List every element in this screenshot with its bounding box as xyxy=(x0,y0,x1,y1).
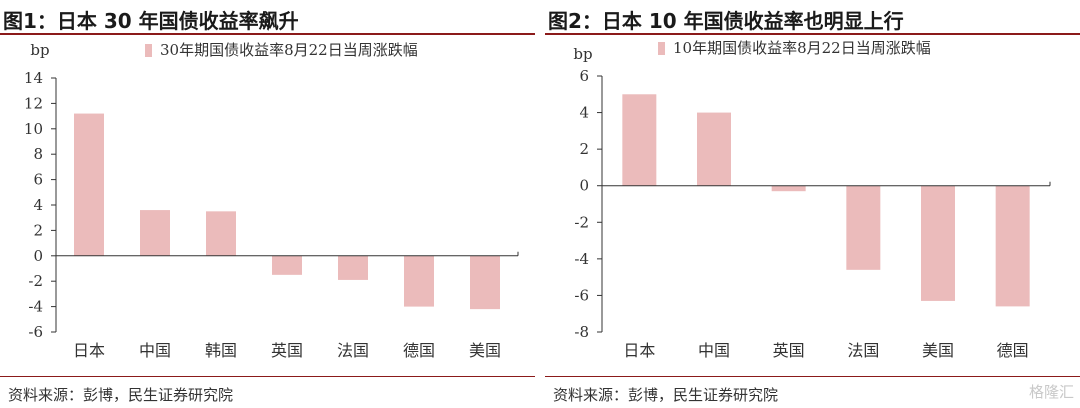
bar xyxy=(771,185,806,192)
source-rule xyxy=(0,376,535,377)
chart-panel-left: 图1：日本 30 年国债收益率飙升 bp 30年期国债收益率8月22日当周涨跌幅 -… xyxy=(0,0,535,408)
watermark-logo: 格隆汇 xyxy=(1028,383,1074,401)
bar xyxy=(470,255,500,310)
y-tick-label: -2 xyxy=(574,213,589,231)
x-tick-label: 韩国 xyxy=(205,341,237,360)
bar xyxy=(622,94,657,186)
source-note: 资料来源：彭博，民生证券研究院 xyxy=(8,386,234,404)
y-tick-label: 6 xyxy=(579,67,589,85)
bar xyxy=(697,112,731,186)
y-tick-label: 2 xyxy=(579,140,589,158)
y-tick-label: -4 xyxy=(574,250,589,268)
y-tick-label: -4 xyxy=(28,298,43,316)
legend-label: 10年期国债收益率8月22日当周涨跌幅 xyxy=(673,39,931,57)
y-tick-label: 4 xyxy=(33,196,43,214)
x-tick-label: 法国 xyxy=(847,341,879,360)
y-tick-label: -2 xyxy=(28,272,43,290)
x-tick-label: 中国 xyxy=(139,341,171,360)
source-note: 资料来源：彭博，民生证券研究院 xyxy=(553,386,779,404)
x-tick-label: 德国 xyxy=(997,341,1029,360)
y-tick-label: 8 xyxy=(33,145,43,163)
bar xyxy=(74,113,104,256)
x-tick-label: 法国 xyxy=(337,341,369,360)
figure-title: 图1：日本 30 年国债收益率飙升 xyxy=(3,9,299,33)
bar xyxy=(338,255,368,280)
y-tick-label: 4 xyxy=(579,104,589,122)
bar xyxy=(404,255,434,307)
y-tick-label: 0 xyxy=(33,247,43,265)
source-rule xyxy=(545,376,1080,377)
y-tick-label: 2 xyxy=(33,221,43,239)
y-tick-label: 12 xyxy=(24,94,43,112)
y-axis-label: bp xyxy=(30,41,49,59)
bar xyxy=(921,185,955,301)
x-tick-label: 美国 xyxy=(469,341,501,360)
title-rule xyxy=(545,33,1080,35)
bar xyxy=(995,185,1030,307)
y-tick-label: -6 xyxy=(574,286,589,304)
bar xyxy=(140,210,170,256)
x-tick-label: 美国 xyxy=(922,341,954,360)
figure-title: 图2：日本 10 年国债收益率也明显上行 xyxy=(548,9,904,33)
x-tick-label: 英国 xyxy=(773,341,805,360)
legend-label: 30年期国债收益率8月22日当周涨跌幅 xyxy=(160,41,418,59)
y-tick-label: 6 xyxy=(33,171,43,189)
bar xyxy=(206,211,236,256)
x-tick-label: 英国 xyxy=(271,341,303,360)
x-tick-label: 中国 xyxy=(698,341,730,360)
y-axis-label: bp xyxy=(573,45,592,63)
y-tick-label: -8 xyxy=(574,323,589,341)
y-tick-label: 10 xyxy=(24,120,43,138)
y-tick-label: 0 xyxy=(579,177,589,195)
bar-chart-10y: bp 10年期国债收益率8月22日当周涨跌幅 -8 -6 -4 -2 0 2 4 6 日本 中国 英国 法… xyxy=(573,39,1051,360)
bar xyxy=(272,255,302,275)
x-tick-label: 德国 xyxy=(403,341,435,360)
y-tick-label: -6 xyxy=(28,323,43,341)
x-tick-label: 日本 xyxy=(73,341,105,360)
title-rule xyxy=(0,33,535,35)
bar xyxy=(846,185,881,270)
chart-panel-right: 图2：日本 10 年国债收益率也明显上行 bp 10年期国债收益率8月22日当周涨… xyxy=(545,0,1080,408)
legend-swatch xyxy=(145,44,152,57)
legend-swatch xyxy=(658,42,665,55)
y-tick-label: 14 xyxy=(24,69,43,87)
bar-chart-30y: bp 30年期国债收益率8月22日当周涨跌幅 -6 -4 -2 0 2 4 6 8 10 12 14 日本… xyxy=(24,41,519,360)
x-tick-label: 日本 xyxy=(623,341,655,360)
